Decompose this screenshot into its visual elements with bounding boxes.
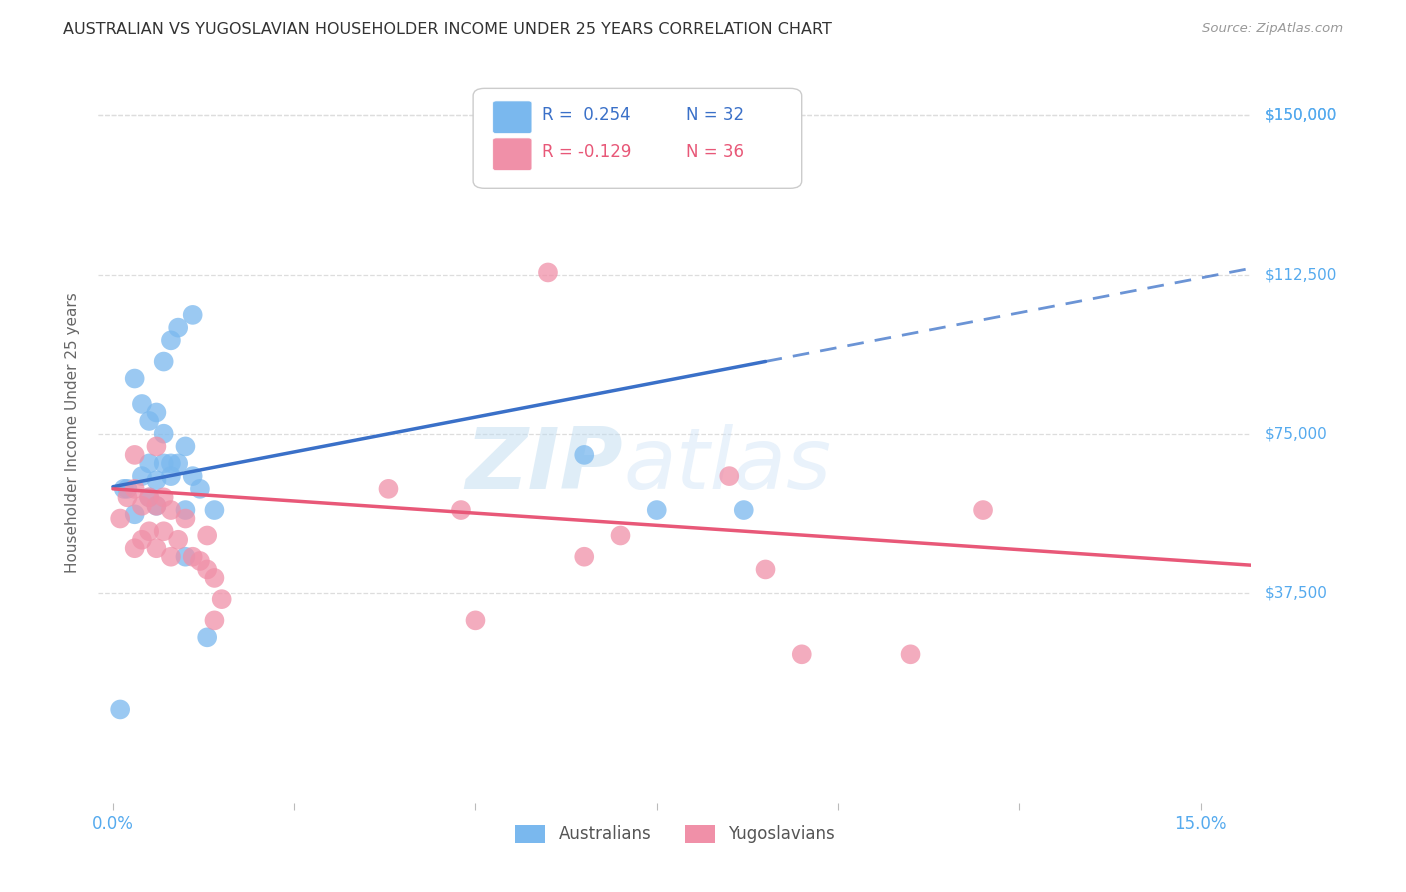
Point <box>124 482 146 496</box>
Point <box>195 528 218 542</box>
Point <box>195 630 218 644</box>
Text: $75,000: $75,000 <box>1265 426 1329 442</box>
Point <box>204 571 226 585</box>
Point <box>124 541 146 556</box>
Point <box>188 482 211 496</box>
Point <box>181 469 204 483</box>
Text: AUSTRALIAN VS YUGOSLAVIAN HOUSEHOLDER INCOME UNDER 25 YEARS CORRELATION CHART: AUSTRALIAN VS YUGOSLAVIAN HOUSEHOLDER IN… <box>63 22 832 37</box>
Point <box>152 491 174 505</box>
Text: R = -0.129: R = -0.129 <box>543 143 631 161</box>
Point <box>174 511 197 525</box>
Point <box>138 491 160 505</box>
Point <box>537 265 560 279</box>
Text: $112,500: $112,500 <box>1265 267 1337 282</box>
Point <box>145 439 167 453</box>
Point <box>574 448 596 462</box>
Point <box>160 469 183 483</box>
Point <box>377 482 399 496</box>
Point <box>145 541 167 556</box>
Point <box>138 456 160 470</box>
Point <box>181 549 204 564</box>
Point <box>138 524 160 539</box>
Point <box>138 414 160 428</box>
Point <box>195 562 218 576</box>
Text: N = 32: N = 32 <box>686 106 745 124</box>
Point <box>160 503 183 517</box>
Point <box>160 456 183 470</box>
Point <box>112 482 135 496</box>
Point <box>145 474 167 488</box>
FancyBboxPatch shape <box>472 88 801 188</box>
Point <box>204 503 226 517</box>
Point <box>174 439 197 453</box>
Point <box>174 503 197 517</box>
Legend: Australians, Yugoslavians: Australians, Yugoslavians <box>509 818 841 850</box>
Point <box>117 482 139 496</box>
Point <box>152 354 174 368</box>
Text: atlas: atlas <box>623 425 831 508</box>
Point <box>108 511 131 525</box>
Point <box>900 648 922 662</box>
Point <box>131 397 153 411</box>
Point <box>167 320 190 334</box>
Point <box>645 503 668 517</box>
Text: R =  0.254: R = 0.254 <box>543 106 631 124</box>
Point <box>145 499 167 513</box>
Point <box>790 648 813 662</box>
Text: $150,000: $150,000 <box>1265 108 1337 123</box>
Point <box>450 503 472 517</box>
Point <box>160 334 183 348</box>
Text: $150,000: $150,000 <box>1265 108 1337 123</box>
Point <box>152 426 174 441</box>
FancyBboxPatch shape <box>492 101 531 134</box>
Point <box>609 528 631 542</box>
Point <box>160 549 183 564</box>
Point <box>167 533 190 547</box>
Point <box>145 499 167 513</box>
Y-axis label: Householder Income Under 25 years: Householder Income Under 25 years <box>65 293 80 573</box>
Point <box>174 549 197 564</box>
Point <box>124 371 146 385</box>
Point <box>188 554 211 568</box>
Text: N = 36: N = 36 <box>686 143 744 161</box>
Point <box>124 508 146 522</box>
Point <box>131 533 153 547</box>
Point <box>145 405 167 419</box>
Point <box>124 448 146 462</box>
Point <box>138 491 160 505</box>
Point <box>754 562 776 576</box>
Point <box>131 499 153 513</box>
FancyBboxPatch shape <box>492 138 531 170</box>
Point <box>131 469 153 483</box>
Point <box>181 308 204 322</box>
Point <box>464 613 486 627</box>
Point <box>718 469 741 483</box>
Point <box>117 491 139 505</box>
Point <box>972 503 994 517</box>
Point <box>152 524 174 539</box>
Text: $37,500: $37,500 <box>1265 585 1329 600</box>
Point <box>108 702 131 716</box>
Point <box>167 456 190 470</box>
Point <box>211 592 233 607</box>
Point <box>733 503 755 517</box>
Point <box>152 456 174 470</box>
Text: Source: ZipAtlas.com: Source: ZipAtlas.com <box>1202 22 1343 36</box>
Point <box>204 613 226 627</box>
Text: ZIP: ZIP <box>465 425 623 508</box>
Point <box>574 549 596 564</box>
